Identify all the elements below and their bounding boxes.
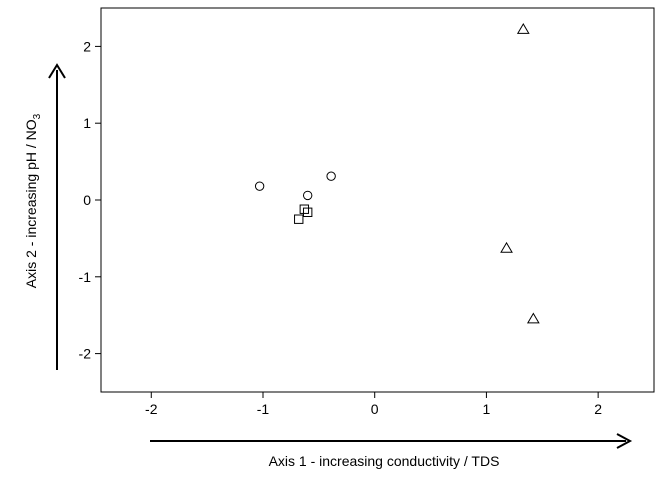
y-tick-label: 0 bbox=[83, 192, 91, 208]
square-point bbox=[299, 204, 310, 214]
x-tick-label: 1 bbox=[483, 401, 491, 417]
y-tick-label: 1 bbox=[83, 115, 91, 131]
x-axis-arrow-head bbox=[616, 433, 633, 449]
x-tick-label: 2 bbox=[594, 401, 602, 417]
y-axis-label-subscript: 3 bbox=[32, 113, 43, 119]
x-tick-label: -2 bbox=[145, 401, 158, 417]
circle-point bbox=[254, 181, 265, 191]
y-tick-label: -1 bbox=[79, 269, 92, 285]
triangle-point bbox=[516, 23, 530, 34]
plot-frame bbox=[100, 7, 655, 393]
square-point bbox=[302, 207, 313, 217]
y-axis-label-main: Axis 2 - increasing pH / NO bbox=[23, 119, 39, 288]
triangle-point bbox=[526, 312, 540, 324]
y-axis-ticks: -2 -1 0 1 2 bbox=[79, 38, 101, 362]
x-tick-label: -1 bbox=[257, 401, 270, 417]
y-tick-label: 2 bbox=[83, 38, 91, 54]
data-points bbox=[254, 23, 540, 324]
x-tick-label: 0 bbox=[371, 401, 379, 417]
x-axis-ticks: -2 -1 0 1 2 bbox=[145, 392, 602, 417]
y-tick-label: -2 bbox=[79, 346, 92, 362]
y-axis-arrow-head bbox=[48, 63, 66, 79]
y-axis-label: Axis 2 - increasing pH / NO3 bbox=[23, 113, 43, 288]
square-point bbox=[294, 214, 304, 224]
x-axis-label: Axis 1 - increasing conductivity / TDS bbox=[269, 453, 500, 469]
triangle-point bbox=[500, 241, 513, 253]
circle-point bbox=[326, 171, 336, 181]
circle-point bbox=[302, 190, 313, 201]
